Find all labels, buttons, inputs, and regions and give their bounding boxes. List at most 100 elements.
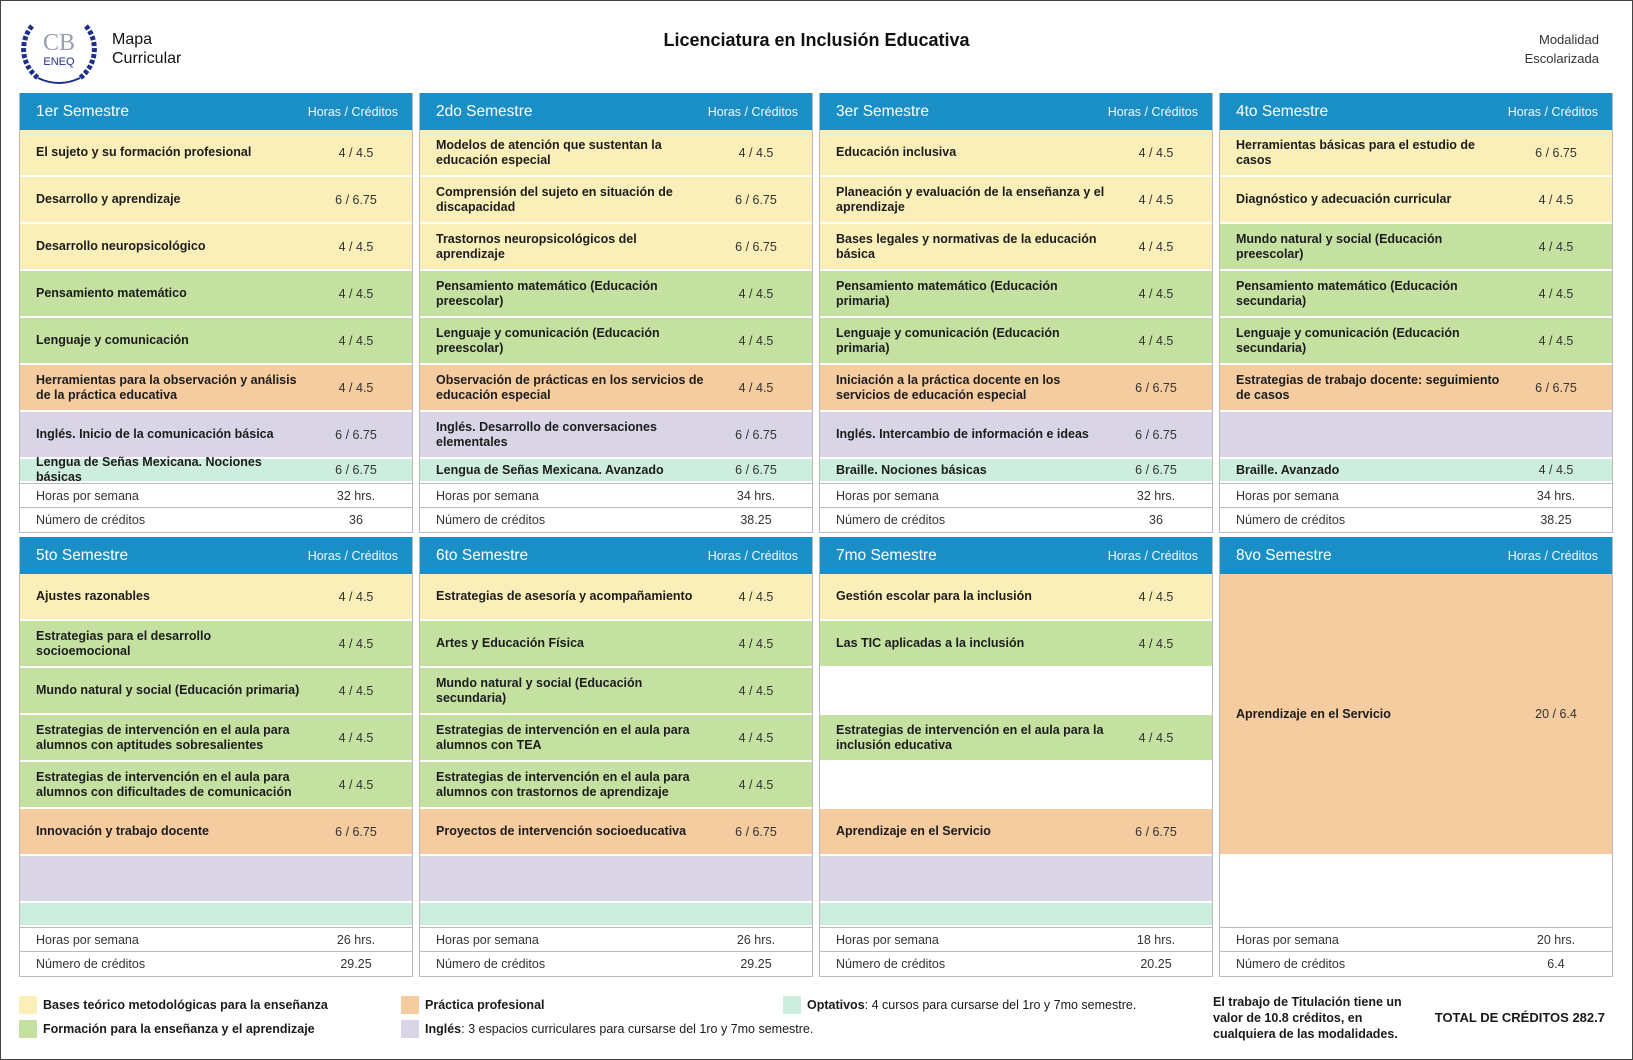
- subject: Lengua de Señas Mexicana. Avanzado: [436, 462, 664, 477]
- subject: Pensamiento matemático (Educación secund…: [1236, 278, 1458, 308]
- subject-load: 6 / 6.75: [1135, 427, 1177, 442]
- subject: Inglés. Intercambio de información e ide…: [836, 427, 1089, 441]
- subject-row: [820, 903, 1212, 927]
- subject: Iniciación a la práctica docente en los …: [836, 372, 1061, 402]
- credits-value: 6.4: [1547, 957, 1565, 971]
- subject-load: 4 / 4.5: [338, 777, 374, 792]
- subject-row: Estrategias de intervención en el aula p…: [820, 715, 1212, 762]
- credits-value: 38.25: [1540, 513, 1572, 527]
- column-label: Horas / Créditos: [307, 548, 398, 563]
- hours-value: 18 hrs.: [1136, 932, 1176, 947]
- semester-header: 3er Semestre Horas / Créditos: [820, 93, 1212, 130]
- hours-label: Horas por semana: [1236, 932, 1339, 947]
- subject-row: Bases legales y normativas de la educaci…: [820, 224, 1212, 271]
- subject: El sujeto y su formación profesional: [36, 145, 252, 159]
- column-label: Horas / Créditos: [707, 548, 798, 563]
- semester-header: 5to Semestre Horas / Créditos: [20, 537, 412, 574]
- subject-load: 4 / 4.5: [338, 730, 374, 745]
- titulacion-note: El trabajo de Titulación tiene un valor …: [1213, 995, 1402, 1041]
- subject: Lengua de Señas Mexicana. Nociones básic…: [36, 455, 262, 484]
- subject-row: Lengua de Señas Mexicana. Nociones básic…: [20, 455, 412, 484]
- subject-row: Planeación y evaluación de la enseñanza …: [820, 177, 1212, 224]
- subject-row: Lenguaje y comunicación (Educación prima…: [820, 318, 1212, 365]
- semester-name: 1er Semestre: [36, 102, 130, 120]
- subject-load: 4 / 4.5: [738, 380, 774, 395]
- credits-value: 20.25: [1140, 957, 1172, 971]
- main-title: Licenciatura en Inclusión Educativa: [663, 30, 970, 50]
- subject-load: 4 / 4.5: [1138, 636, 1174, 651]
- hours-value: 34 hrs.: [736, 488, 776, 503]
- subject: Estrategias de trabajo docente: seguimie…: [1236, 372, 1500, 402]
- subject-row: Innovación y trabajo docente 6 / 6.75: [20, 809, 412, 856]
- credits-value: 36: [349, 513, 363, 527]
- subject-row: Mundo natural y social (Educación preesc…: [1220, 224, 1612, 271]
- hours-value: 26 hrs.: [736, 932, 776, 947]
- subject-row: Estrategias de trabajo docente: seguimie…: [1220, 365, 1612, 412]
- subject-load: 4 / 4.5: [738, 730, 774, 745]
- hours-value: 32 hrs.: [1136, 488, 1176, 503]
- subject-load: 6 / 6.75: [335, 824, 377, 839]
- semester: 7mo Semestre Horas / Créditos Gestión esco…: [819, 537, 1213, 977]
- subject: Herramientas básicas para el estudio de …: [1236, 137, 1475, 167]
- subject: Mundo natural y social (Educación primar…: [36, 683, 300, 697]
- subject-load: 6 / 6.75: [1135, 463, 1177, 477]
- semester-header: 1er Semestre Horas / Créditos: [20, 93, 412, 130]
- subject-load: 4 / 4.5: [338, 145, 374, 160]
- subject: Lenguaje y comunicación (Educación prees…: [436, 325, 660, 355]
- logo: CB ENEQ: [21, 24, 97, 84]
- subject-row: Modelos de atención que sustentan la edu…: [420, 130, 812, 177]
- credits-row: Número de créditos 36: [20, 508, 412, 533]
- subject-row: [420, 856, 812, 903]
- subject: Trastornos neuropsicológicos del aprendi…: [436, 231, 637, 261]
- subject-row: El sujeto y su formación profesional 4 / …: [20, 130, 412, 177]
- subject-row: Estrategias de intervención en el aula p…: [20, 762, 412, 809]
- subject-load: 4 / 4.5: [1538, 463, 1574, 477]
- subject-load: 6 / 6.75: [1535, 380, 1577, 395]
- subject: Estrategias de intervención en el aula p…: [436, 769, 690, 799]
- column-label: Horas / Créditos: [307, 104, 398, 119]
- subject-load: 6 / 6.75: [735, 463, 777, 477]
- legend-item: Inglés: 3 espacios curriculares para cur…: [401, 1020, 813, 1038]
- legend-label: Optativos: [807, 998, 865, 1012]
- subject-row: Lengua de Señas Mexicana. Avanzado 6 / 6.…: [420, 459, 812, 483]
- subject-row: Gestión escolar para la inclusión 4 / 4.5: [820, 574, 1212, 621]
- semester-name: 6to Semestre: [436, 546, 529, 564]
- subject-row: [20, 903, 412, 927]
- subject-load: 4 / 4.5: [338, 636, 374, 651]
- subject: Aprendizaje en el Servicio: [1236, 706, 1391, 721]
- hours-label: Horas por semana: [836, 932, 939, 947]
- subject: Estrategias de intervención en el aula p…: [36, 769, 292, 799]
- subject-row: Aprendizaje en el Servicio 20 / 6.4: [1220, 574, 1612, 856]
- subject: Inglés. Desarrollo de conversaciones ele…: [436, 419, 657, 449]
- total-credits: TOTAL DE CRÉDITOS 282.7: [1434, 1010, 1605, 1025]
- semester-name: 4to Semestre: [1236, 102, 1329, 120]
- hours-label: Horas por semana: [836, 488, 939, 503]
- hours-value: 20 hrs.: [1536, 932, 1576, 947]
- credits-row: Número de créditos 20.25: [820, 952, 1212, 977]
- semester-name: 3er Semestre: [836, 102, 930, 120]
- subject-row: [1220, 856, 1612, 903]
- subject-row: Herramientas para la observación y análi…: [20, 365, 412, 412]
- hours-value: 34 hrs.: [1536, 488, 1576, 503]
- subject: Pensamiento matemático (Educación preesc…: [436, 278, 658, 308]
- subject-row: Mundo natural y social (Educación secund…: [420, 668, 812, 715]
- subject-row: Desarrollo y aprendizaje 6 / 6.75: [20, 177, 412, 224]
- subject-load: 4 / 4.5: [738, 777, 774, 792]
- subject-row: Braille. Avanzado 4 / 4.5: [1220, 459, 1612, 483]
- subject-load: 4 / 4.5: [738, 333, 774, 348]
- subject: Desarrollo y aprendizaje: [36, 192, 181, 206]
- subject-row: [1220, 412, 1612, 459]
- semester: 4to Semestre Horas / Créditos Herramientas…: [1219, 93, 1613, 533]
- subject: Estrategias para el desarrollo socioemoc…: [36, 628, 212, 658]
- hours-label: Horas por semana: [36, 932, 139, 947]
- subject: Planeación y evaluación de la enseñanza …: [836, 184, 1105, 214]
- subject-load: 6 / 6.75: [1135, 824, 1177, 839]
- subject: Mundo natural y social (Educación preesc…: [1236, 231, 1443, 261]
- hours-label: Horas por semana: [436, 488, 539, 503]
- laurel-base: [37, 77, 81, 84]
- semester-name: 7mo Semestre: [836, 546, 937, 564]
- semester: 8vo Semestre Horas / Créditos Aprendizaje …: [1219, 537, 1613, 977]
- semester-header: 2do Semestre Horas / Créditos: [420, 93, 812, 130]
- credits-row: Número de créditos 29.25: [420, 952, 812, 977]
